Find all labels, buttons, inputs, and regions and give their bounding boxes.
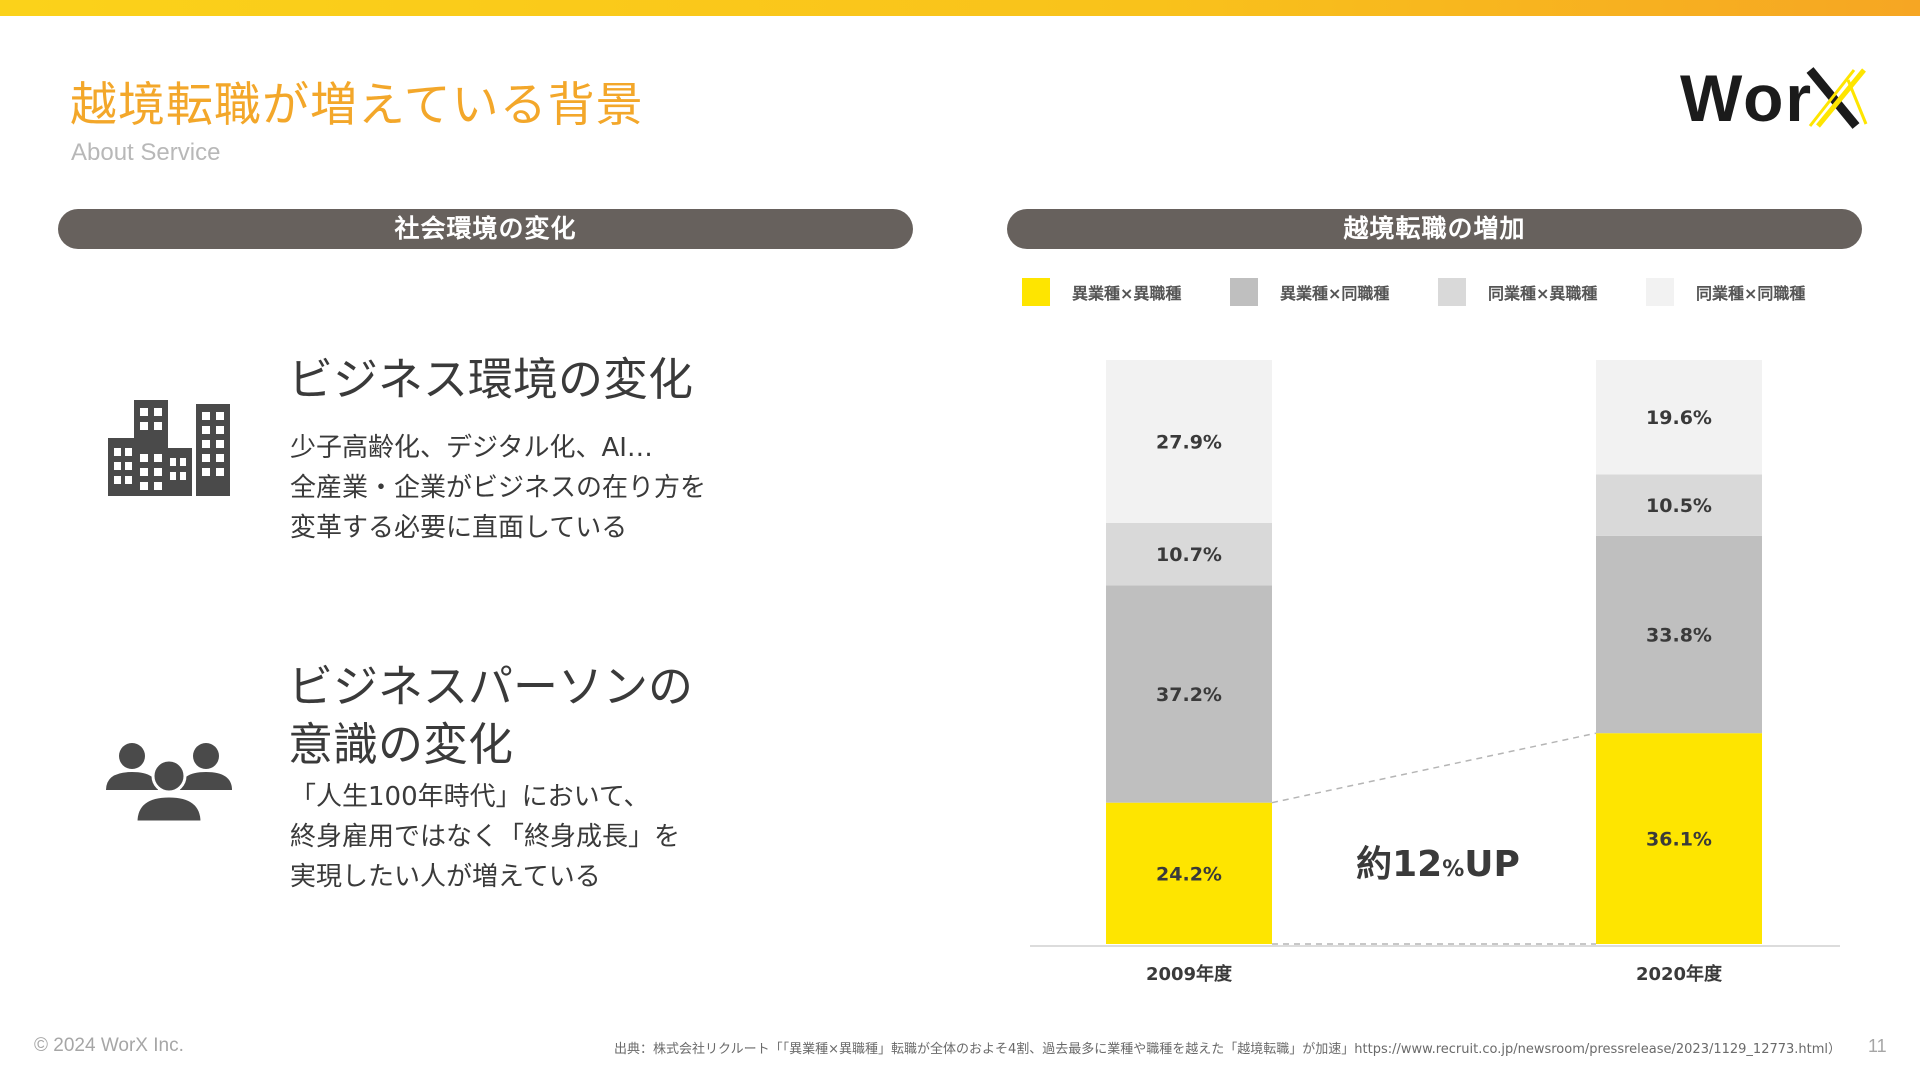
- social-environment-pill: 社会環境の変化: [58, 209, 913, 249]
- bar-segment: [1596, 535, 1762, 734]
- legend-swatch: [1438, 278, 1466, 306]
- bar-segment: [1596, 474, 1762, 536]
- annotation-part: UP: [1464, 844, 1520, 885]
- page-number: 11: [1868, 1036, 1887, 1056]
- heading-line: ビジネスパーソンの: [288, 660, 694, 713]
- growth-dashed-line: [1271, 732, 1597, 804]
- mindset-body: 「人生100年時代」において、 終身雇用ではなく「終身成長」を 実現したい人が増…: [290, 777, 680, 897]
- stacked-bar-chart: 24.2% 37.2% 10.7% 27.9% 2009年度 36.1% 33.8% 10.5…: [1030, 360, 1840, 985]
- legend-swatch: [1230, 278, 1258, 306]
- legend-item: 同業種×異職種: [1438, 277, 1597, 307]
- bar-segment: [1596, 733, 1762, 944]
- legend-label: 同業種×異職種: [1488, 284, 1598, 303]
- data-label: 37.2%: [1156, 684, 1222, 706]
- legend-item: 異業種×同職種: [1230, 277, 1389, 307]
- data-label: 10.5%: [1646, 495, 1712, 517]
- annotation-part: %: [1442, 857, 1464, 882]
- source-citation: 出典：株式会社リクルート「「異業種×異職種」転職が全体のおよそ4割、過去最多に業…: [614, 1042, 1842, 1057]
- data-label: 36.1%: [1646, 829, 1712, 851]
- logo-text: Wor: [1680, 61, 1814, 135]
- people-icon: [106, 743, 232, 822]
- legend-swatch: [1022, 278, 1050, 306]
- legend-label: 異業種×同職種: [1280, 284, 1390, 303]
- logo-x-mark-icon: [1806, 67, 1868, 129]
- bar-segment: [1106, 360, 1272, 523]
- bar-segment: [1106, 522, 1272, 586]
- business-env-heading: ビジネス環境の変化: [288, 353, 694, 406]
- body-line: 少子高齢化、デジタル化、AI…: [290, 433, 653, 463]
- top-accent-bar: [0, 0, 1920, 16]
- category-label: 2020年度: [1636, 963, 1723, 985]
- bar-segment: [1596, 360, 1762, 475]
- legend-label: 異業種×異職種: [1072, 284, 1182, 303]
- legend-item: 異業種×異職種: [1022, 277, 1181, 307]
- annotation-part: 12: [1392, 844, 1442, 885]
- mindset-heading: ビジネスパーソンの 意識の変化: [288, 658, 693, 774]
- bar-segment: [1106, 802, 1272, 944]
- body-line: 終身雇用ではなく「終身成長」を: [290, 822, 681, 852]
- legend-swatch: [1646, 278, 1674, 306]
- legend-item: 同業種×同職種: [1646, 277, 1805, 307]
- bar-segment: [1106, 585, 1272, 803]
- data-label: 27.9%: [1156, 431, 1222, 453]
- data-label: 33.8%: [1646, 624, 1712, 646]
- category-label: 2009年度: [1146, 963, 1233, 985]
- business-env-body: 少子高齢化、デジタル化、AI… 全産業・企業がビジネスの在り方を 変革する必要に…: [290, 428, 706, 548]
- body-line: 「人生100年時代」において、: [290, 782, 650, 812]
- annotation-part: 約: [1356, 844, 1392, 885]
- body-line: 変革する必要に直面している: [290, 513, 628, 543]
- body-line: 全産業・企業がビジネスの在り方を: [290, 473, 707, 503]
- legend-label: 同業種×同職種: [1696, 284, 1806, 303]
- page-subtitle: About Service: [71, 139, 221, 166]
- data-label: 19.6%: [1646, 407, 1712, 429]
- data-label: 24.2%: [1156, 863, 1222, 885]
- cross-border-increase-pill: 越境転職の増加: [1007, 209, 1862, 249]
- data-label: 10.7%: [1156, 544, 1222, 566]
- growth-annotation: 約12%UP: [1356, 844, 1520, 885]
- worx-logo: Wor: [1680, 62, 1880, 134]
- heading-line: 意識の変化: [288, 718, 514, 771]
- body-line: 実現したい人が増えている: [290, 862, 601, 892]
- page-title: 越境転職が増えている背景: [70, 78, 644, 133]
- copyright: © 2024 WorX Inc.: [34, 1035, 184, 1056]
- buildings-icon: [108, 400, 230, 496]
- chart-legend: 異業種×異職種 異業種×同職種 同業種×異職種 同業種×同職種: [1022, 277, 1862, 307]
